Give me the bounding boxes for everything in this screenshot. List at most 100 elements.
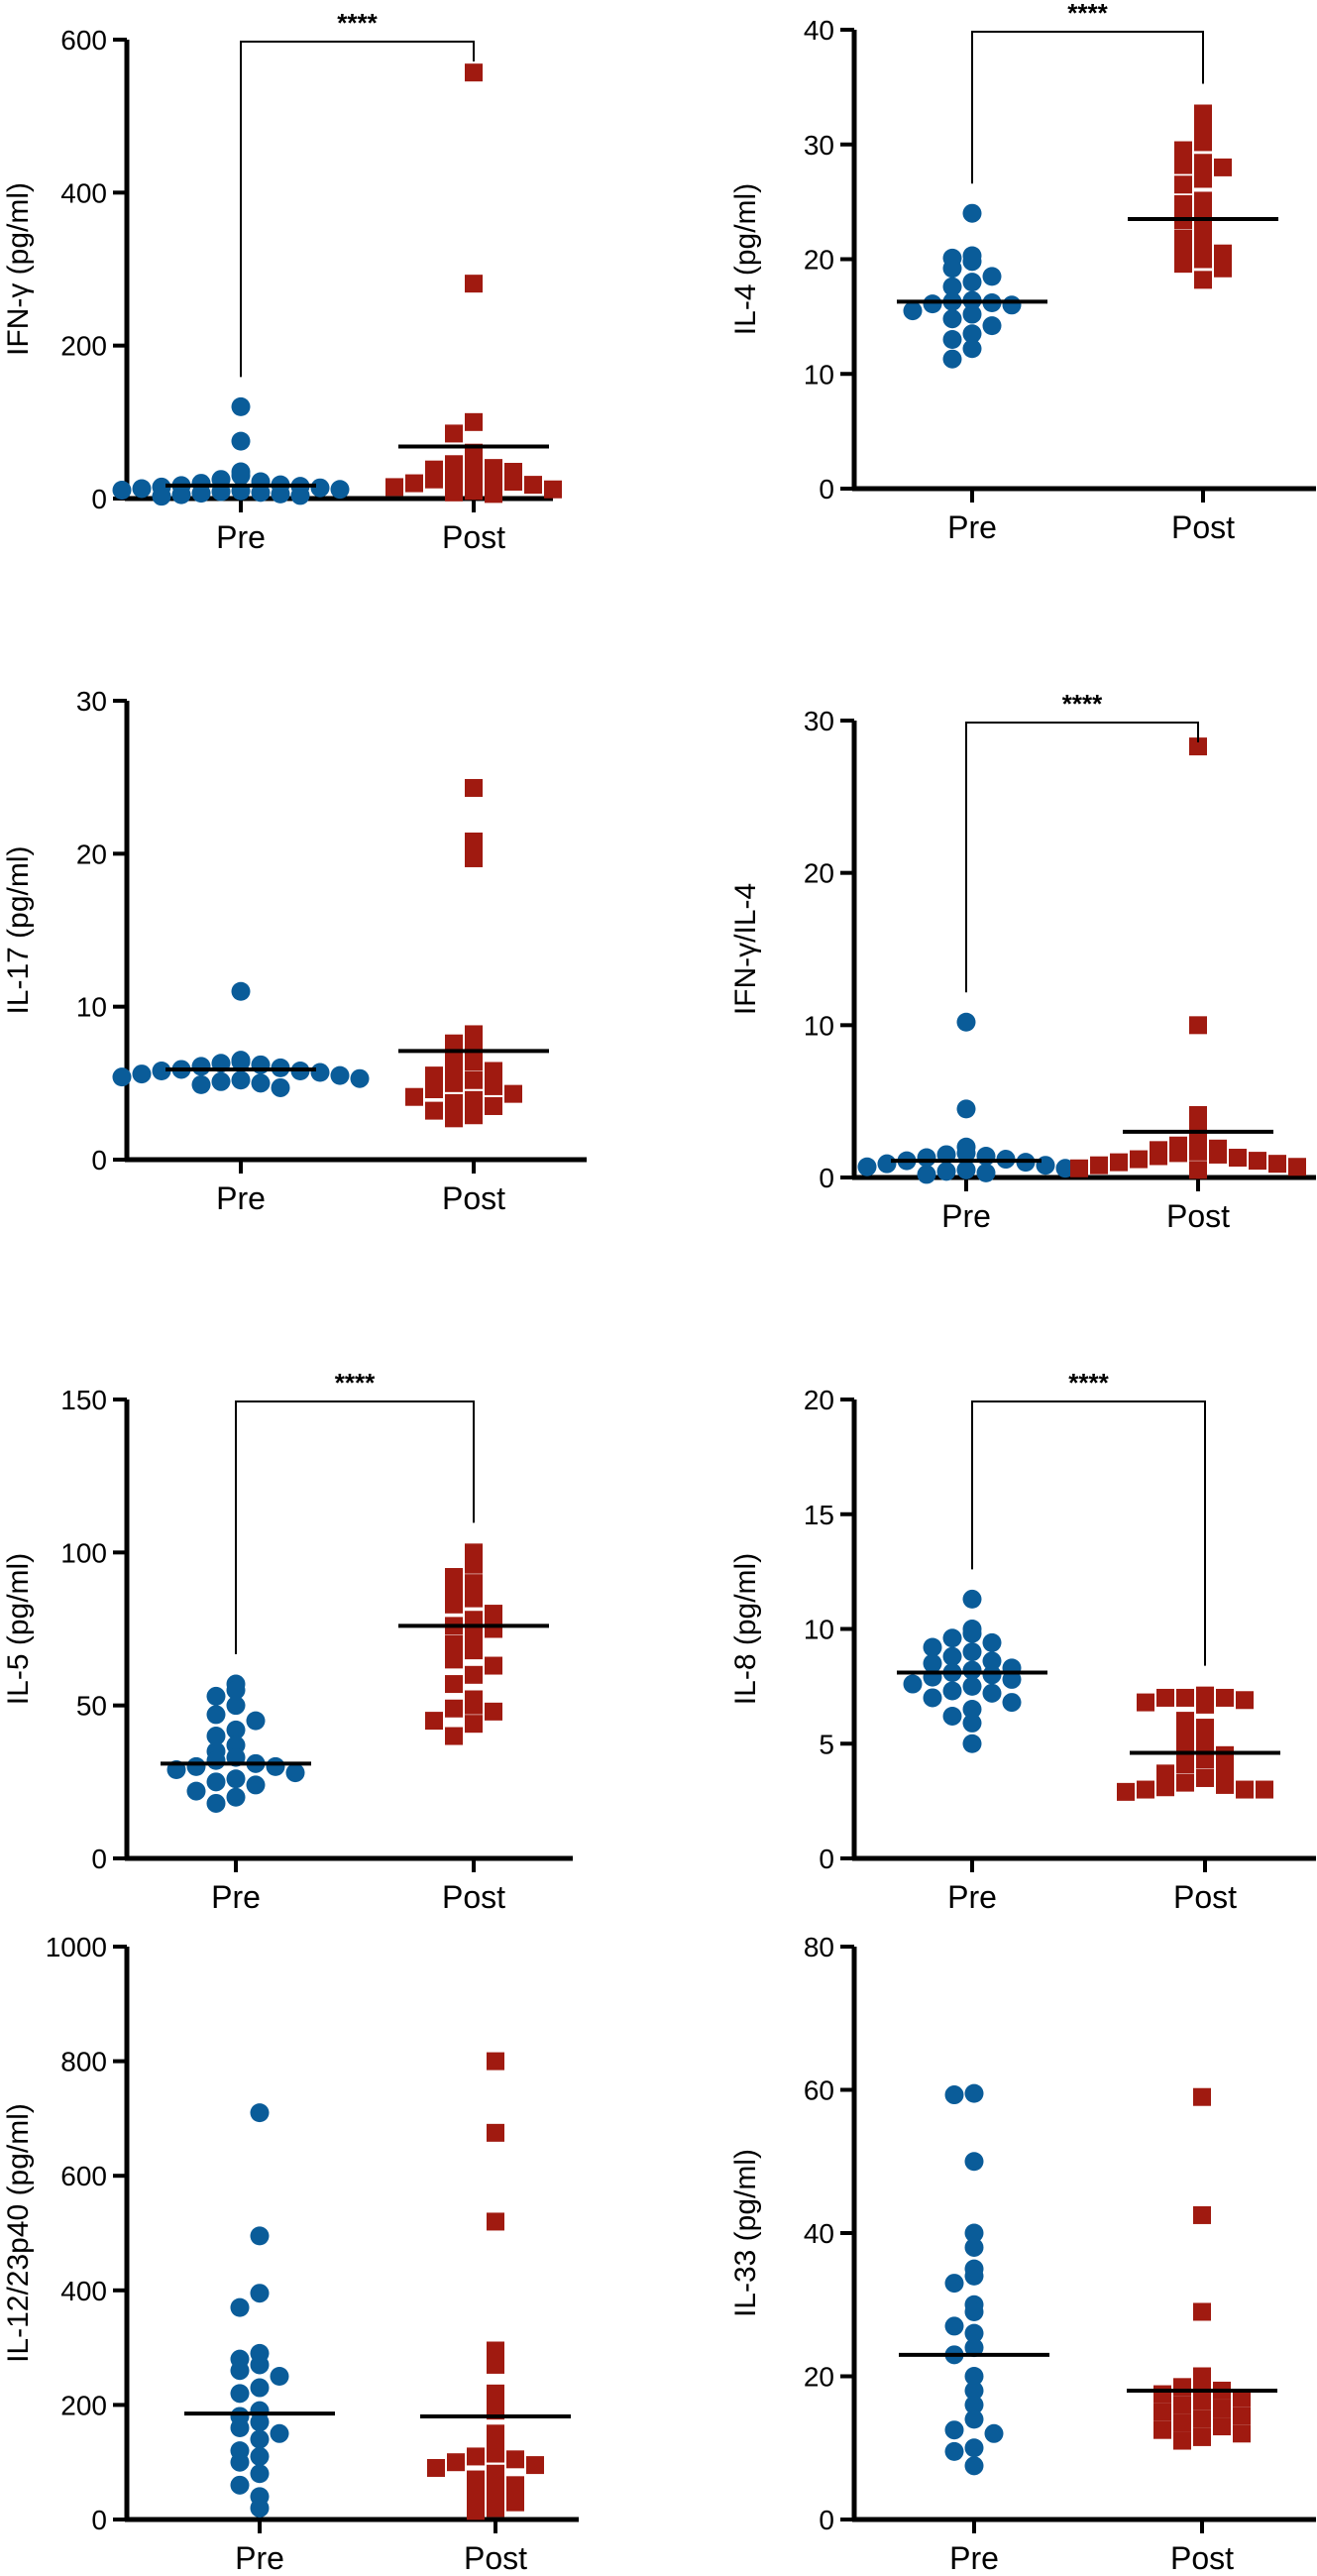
data-point-post (445, 466, 463, 485)
data-point-post (1196, 1695, 1214, 1714)
data-point-post (1173, 2396, 1191, 2414)
data-point-post (385, 478, 403, 497)
y-axis-title: IFN-γ/IL-4 (729, 883, 762, 1015)
y-tick-label: 0 (91, 1145, 107, 1176)
data-point-post (1176, 1755, 1194, 1774)
x-category-label-post: Post (1171, 509, 1235, 545)
x-category-label-pre: Pre (947, 509, 997, 545)
data-point-pre (230, 2475, 250, 2495)
significance-bracket (965, 722, 1199, 993)
data-point-post (487, 2384, 504, 2403)
data-point-pre (964, 2237, 984, 2257)
data-point-pre (982, 1683, 1002, 1703)
data-point-post (467, 2502, 485, 2520)
data-point-post (465, 482, 483, 501)
data-point-pre (1002, 295, 1022, 315)
data-point-pre (964, 2266, 984, 2286)
data-point-post (465, 1090, 483, 1109)
data-point-pre (251, 1073, 271, 1093)
data-point-pre (903, 1674, 923, 1694)
data-point-post (506, 2493, 524, 2512)
data-point-pre (982, 1651, 1002, 1671)
data-point-pre (231, 1052, 251, 1071)
data-point-pre (942, 1681, 962, 1701)
data-point-pre (290, 486, 310, 505)
data-point-pre (191, 1074, 211, 1094)
y-tick-label: 20 (76, 839, 107, 869)
data-point-pre (942, 330, 962, 350)
data-point-post (1213, 2400, 1231, 2418)
data-point-pre (330, 480, 350, 500)
data-point-post (1194, 118, 1212, 137)
data-point-post (465, 275, 483, 293)
data-point-pre (964, 2367, 984, 2386)
data-point-post (1174, 156, 1192, 174)
data-point-post (487, 2123, 504, 2142)
data-point-pre (857, 1157, 877, 1176)
data-point-post (465, 848, 483, 867)
data-point-pre (1055, 1159, 1075, 1178)
y-tick-label: 200 (60, 331, 107, 362)
data-point-pre (964, 2083, 984, 2103)
data-point-pre (132, 479, 152, 499)
data-point-pre (962, 203, 982, 223)
data-point-post (1193, 2409, 1211, 2428)
data-point-post (1176, 1773, 1194, 1792)
data-point-pre (191, 1057, 211, 1076)
data-point-post (445, 1073, 463, 1092)
data-point-post (467, 2447, 485, 2466)
data-point-pre (250, 2103, 270, 2123)
data-point-post (405, 1087, 423, 1106)
data-point-pre (956, 1160, 976, 1179)
data-point-post (1214, 244, 1232, 263)
data-point-pre (903, 301, 923, 321)
data-point-pre (186, 1781, 206, 1801)
data-point-post (487, 2341, 504, 2360)
data-point-post (487, 2482, 504, 2501)
data-point-post (544, 480, 562, 499)
data-point-post (485, 1620, 502, 1638)
data-point-pre (944, 2085, 964, 2105)
data-point-post (445, 1093, 463, 1112)
data-point-pre (226, 1787, 246, 1807)
data-point-post (1173, 2413, 1191, 2432)
y-tick-label: 50 (76, 1691, 107, 1722)
chart-panel-8: 0 20 40 60 80 Pre Post IL-33 (pg/ml) (729, 1932, 1316, 2576)
data-point-pre (206, 1686, 226, 1706)
data-point-post (1189, 1142, 1207, 1161)
data-point-post (445, 1595, 463, 1614)
data-point-pre (917, 1148, 936, 1168)
chart-panel-1: 0 200 400 600 Pre Post IFN-γ (pg/ml) **** (2, 8, 562, 555)
data-point-pre (962, 1734, 982, 1753)
data-point-pre (350, 1068, 370, 1088)
data-point-pre (231, 1070, 251, 1090)
data-point-pre (942, 1706, 962, 1726)
data-point-pre (231, 981, 251, 1001)
data-point-pre (936, 1162, 956, 1181)
data-point-post (465, 1696, 483, 1715)
data-point-pre (962, 273, 982, 292)
data-point-pre (962, 1624, 982, 1643)
data-point-pre (230, 2297, 250, 2317)
data-point-pre (962, 324, 982, 344)
data-point-pre (962, 1700, 982, 1720)
y-tick-label: 0 (819, 474, 834, 504)
data-point-pre (964, 2223, 984, 2243)
data-point-pre (1002, 1693, 1022, 1713)
significance-bracket (240, 41, 475, 378)
data-point-post (1216, 1745, 1234, 1764)
data-point-post (487, 2212, 504, 2231)
chart-panel-5: 0 50 100 150 Pre Post IL-5 (pg/ml) **** (2, 1368, 573, 1915)
y-axis-title: IL-5 (pg/ml) (2, 1553, 35, 1705)
data-point-post (487, 2499, 504, 2518)
data-point-post (445, 1057, 463, 1075)
data-point-post (445, 1580, 463, 1599)
data-point-post (445, 1727, 463, 1745)
data-point-post (465, 1715, 483, 1734)
data-point-pre (964, 2409, 984, 2429)
data-point-pre (942, 259, 962, 279)
data-point-pre (964, 2152, 984, 2172)
data-point-pre (956, 1143, 976, 1163)
y-tick-label: 400 (60, 177, 107, 208)
x-category-label-post: Post (442, 519, 505, 555)
